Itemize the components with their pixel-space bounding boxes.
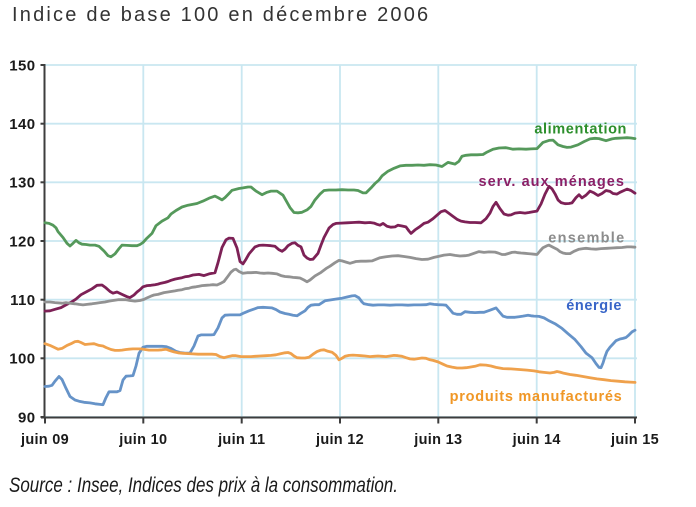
svg-text:juin 14: juin 14 (512, 432, 561, 448)
svg-text:énergie: énergie (566, 298, 622, 314)
svg-text:120: 120 (9, 233, 35, 250)
svg-text:juin 10: juin 10 (118, 432, 167, 448)
svg-text:juin 11: juin 11 (217, 432, 265, 448)
svg-text:110: 110 (10, 292, 35, 309)
svg-text:ensemble: ensemble (548, 231, 625, 247)
svg-text:100: 100 (9, 351, 35, 368)
svg-text:serv. aux ménages: serv. aux ménages (478, 174, 625, 190)
svg-text:juin 13: juin 13 (413, 432, 462, 448)
svg-text:alimentation: alimentation (534, 121, 627, 137)
svg-text:produits manufacturés: produits manufacturés (450, 389, 623, 405)
svg-text:juin 15: juin 15 (610, 432, 659, 448)
svg-text:90: 90 (18, 409, 36, 426)
svg-text:130: 130 (9, 175, 35, 192)
svg-text:140: 140 (9, 116, 35, 133)
svg-text:150: 150 (9, 57, 35, 74)
svg-text:juin 12: juin 12 (315, 432, 364, 448)
svg-text:juin 09: juin 09 (20, 432, 69, 448)
